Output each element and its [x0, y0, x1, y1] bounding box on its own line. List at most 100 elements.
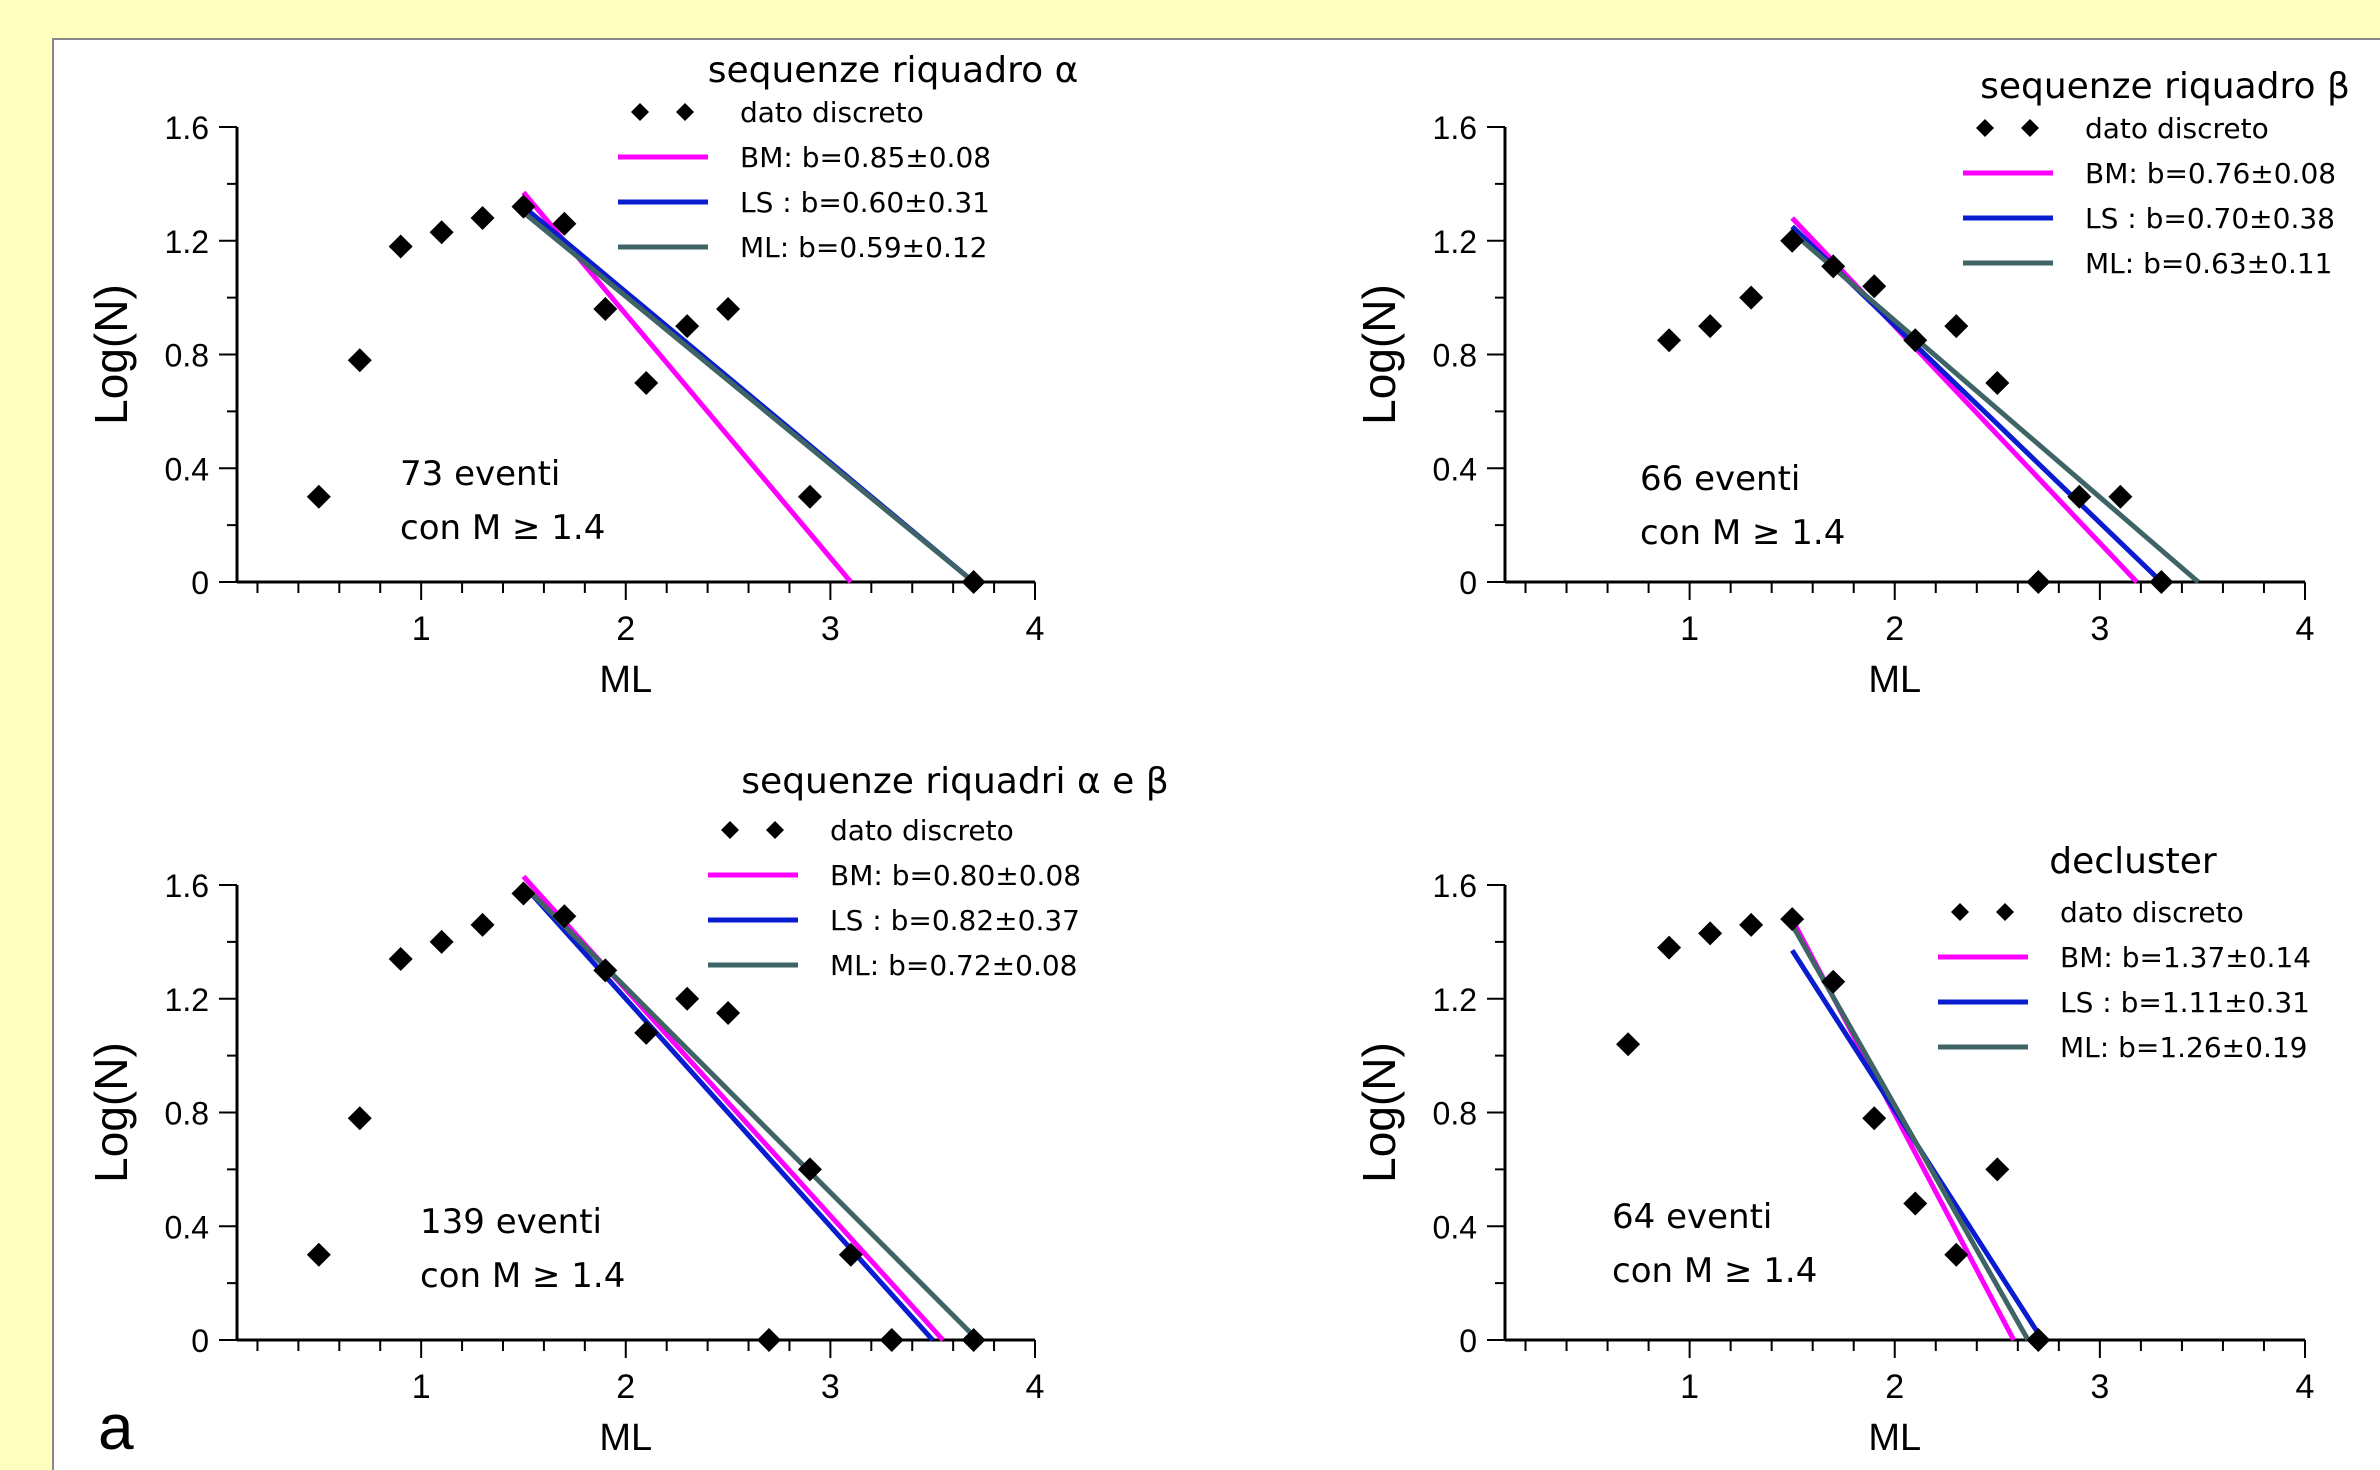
data-point: [2067, 484, 2092, 509]
data-point: [1780, 228, 1805, 253]
legend-label: BM: b=0.85±0.08: [740, 141, 991, 174]
data-point: [593, 297, 618, 321]
y-tick-label: 1.6: [1433, 868, 1477, 904]
legend-label: BM: b=1.37±0.14: [2060, 941, 2311, 974]
legend-label: dato discreto: [830, 814, 1014, 847]
fit-line: [1790, 923, 2031, 1342]
data-point: [1657, 328, 1682, 353]
y-axis-label: Log(N): [1353, 1042, 1405, 1183]
panel-letter: a: [98, 1391, 134, 1463]
y-tick-label: 0: [1459, 565, 1477, 601]
data-point: [1739, 912, 1764, 937]
data-point: [429, 929, 454, 954]
data-point: [1657, 935, 1682, 960]
data-point: [634, 370, 659, 395]
annotation-text: con M ≥ 1.4: [400, 508, 605, 548]
x-tick-label: 3: [2090, 610, 2109, 648]
data-point: [797, 1157, 822, 1182]
x-tick-label: 2: [616, 610, 635, 648]
legend-marker: [1976, 119, 1994, 137]
data-point: [1985, 370, 2010, 395]
figure-panel: [52, 38, 2380, 1470]
y-tick-label: 1.2: [1433, 224, 1477, 260]
fit-line: [1790, 230, 2200, 584]
data-point: [838, 1242, 863, 1267]
data-point: [1739, 285, 1764, 310]
y-tick-label: 1.6: [165, 868, 209, 904]
data-point: [797, 484, 822, 509]
x-tick-label: 3: [821, 1368, 840, 1406]
data-point: [1944, 314, 1969, 339]
data-point: [1903, 1191, 1928, 1216]
data-point: [716, 1000, 741, 1025]
legend-marker: [631, 103, 649, 121]
data-point: [1616, 1032, 1641, 1057]
legend-marker: [2021, 119, 2039, 137]
chart-1: 1 2 3 4 0 0.4 0.8 1.2 1.6 ML Log(N) sequenze riquad…: [85, 50, 1078, 701]
fit-line: [521, 883, 980, 1342]
fit-line: [521, 883, 935, 1342]
legend-marker: [766, 821, 784, 839]
data-point: [634, 1020, 659, 1045]
x-tick-label: 1: [412, 1368, 431, 1406]
x-tick-label: 1: [1680, 1368, 1699, 1406]
data-point: [552, 211, 577, 236]
legend-label: BM: b=0.76±0.08: [2085, 157, 2336, 190]
legend-marker: [676, 103, 694, 121]
y-tick-label: 0.4: [1433, 1209, 1477, 1245]
data-point: [470, 206, 495, 230]
legend-label: ML: b=0.63±0.11: [2085, 247, 2332, 280]
y-tick-label: 0.8: [165, 338, 209, 374]
legend-label: ML: b=0.59±0.12: [740, 231, 987, 264]
y-axis-label: Log(N): [85, 1042, 137, 1183]
y-tick-label: 0.8: [1433, 338, 1477, 374]
legend-marker: [1996, 903, 2014, 921]
x-tick-label: 4: [2296, 610, 2315, 648]
fit-line: [521, 210, 976, 584]
data-point: [347, 1106, 372, 1131]
legend-label: LS : b=0.82±0.37: [830, 904, 1080, 937]
y-tick-label: 1.6: [165, 110, 209, 146]
annotation-text: con M ≥ 1.4: [420, 1256, 625, 1296]
legend-label: LS : b=0.60±0.31: [740, 186, 990, 219]
x-tick-label: 4: [1026, 610, 1045, 648]
y-tick-label: 1.6: [1433, 110, 1477, 146]
legend-label: ML: b=1.26±0.19: [2060, 1031, 2307, 1064]
x-tick-label: 2: [616, 1368, 635, 1406]
data-point: [511, 194, 536, 219]
annotation-text: con M ≥ 1.4: [1612, 1251, 1817, 1291]
data-point: [1903, 328, 1928, 353]
x-axis-label: ML: [1868, 659, 1921, 701]
data-point: [593, 958, 618, 983]
legend-marker: [1951, 903, 1969, 921]
legend-label: dato discreto: [740, 96, 924, 129]
chart-4: 1 2 3 4 0 0.4 0.8 1.2 1.6 ML Log(N) decluster dato d…: [1353, 841, 2314, 1459]
chart-2: 1 2 3 4 0 0.4 0.8 1.2 1.6 ML Log(N) sequenze riquad…: [1353, 66, 2350, 701]
data-point: [429, 220, 454, 245]
y-tick-label: 0.4: [1433, 451, 1477, 487]
x-tick-label: 2: [1885, 1368, 1904, 1406]
y-tick-label: 1.2: [165, 982, 209, 1018]
chart-title: sequenze riquadro β: [1980, 66, 2350, 107]
data-point: [1985, 1157, 2010, 1182]
x-axis-label: ML: [599, 1417, 652, 1459]
chart-3: 1 2 3 4 0 0.4 0.8 1.2 1.6 ML Log(N) sequenze riquad…: [85, 761, 1169, 1459]
data-point: [388, 946, 413, 971]
y-tick-label: 0.8: [165, 1096, 209, 1132]
data-point: [961, 1328, 986, 1352]
data-point: [306, 1242, 331, 1267]
y-tick-label: 0: [191, 565, 209, 601]
y-tick-label: 0.4: [165, 451, 209, 487]
data-point: [2026, 1328, 2051, 1352]
legend-label: ML: b=0.72±0.08: [830, 949, 1077, 982]
data-point: [879, 1328, 904, 1352]
y-tick-label: 0.8: [1433, 1096, 1477, 1132]
data-point: [2149, 570, 2174, 594]
y-axis-label: Log(N): [1353, 284, 1405, 425]
x-tick-label: 1: [1680, 610, 1699, 648]
data-point: [1944, 1242, 1969, 1267]
data-point: [511, 881, 536, 906]
x-tick-label: 3: [821, 610, 840, 648]
chart-title: decluster: [2049, 841, 2217, 882]
